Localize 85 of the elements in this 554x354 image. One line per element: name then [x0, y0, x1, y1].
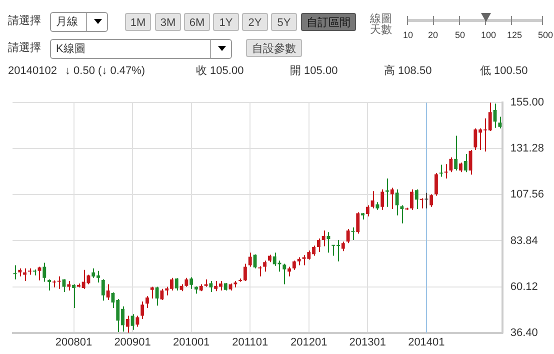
candlestick — [395, 188, 399, 216]
candlestick — [190, 276, 194, 290]
candlestick — [414, 188, 418, 210]
candlestick — [248, 252, 252, 268]
candlestick — [155, 286, 159, 306]
candlestick — [126, 315, 130, 334]
text: 收 105.00 — [196, 64, 244, 78]
text: 開 105.00 — [290, 64, 338, 78]
candlestick — [106, 284, 110, 300]
text: 自訂區間 — [301, 13, 356, 31]
text: 自設參數 — [246, 39, 302, 57]
candlestick — [136, 315, 140, 328]
text: 1M — [125, 13, 151, 31]
candlestick — [420, 198, 424, 209]
text: 低 100.50 — [480, 64, 528, 78]
candlestick — [263, 260, 267, 272]
candlestick — [174, 278, 178, 291]
text: 2Y — [242, 13, 268, 31]
candlestick — [292, 260, 296, 270]
text: 請選擇 — [8, 14, 41, 28]
candlestick — [42, 262, 46, 282]
text: 20 — [428, 29, 438, 42]
x-tick-label: 200901 — [114, 336, 151, 348]
candlestick — [130, 314, 134, 330]
text: 50 — [455, 29, 466, 42]
candlestick — [67, 280, 71, 291]
candlestick — [439, 164, 443, 178]
y-tick-label: 36.40 — [510, 326, 538, 339]
text: 10 — [403, 29, 414, 42]
candlestick — [400, 204, 404, 224]
text: ↓ 0.50 (↓ 0.47%) — [65, 64, 146, 78]
candlestick — [449, 156, 453, 173]
candlestick — [454, 135, 458, 172]
candlestick — [282, 263, 286, 285]
x-tick-label: 201401 — [408, 336, 445, 348]
candlestick — [380, 188, 384, 210]
text: 1Y — [213, 13, 239, 31]
candlestick — [464, 154, 468, 173]
text: 請選擇 — [8, 41, 41, 55]
candlestick — [146, 296, 149, 308]
text: 100 — [481, 29, 496, 42]
text: 高 108.50 — [384, 64, 432, 78]
candlestick — [459, 162, 462, 173]
candlestick — [316, 238, 320, 253]
candlestick — [288, 266, 292, 277]
candlestick — [322, 230, 326, 247]
y-tick-label: 60.12 — [510, 280, 538, 293]
candlestick — [370, 190, 374, 209]
y-tick-label: 83.84 — [510, 234, 538, 247]
candlestick — [390, 187, 394, 210]
candlestick — [48, 278, 51, 291]
x-tick-label: 200801 — [55, 336, 92, 348]
y-tick-label: 155.00 — [510, 96, 544, 109]
candlestick — [356, 212, 360, 234]
text: 6M — [184, 13, 210, 31]
x-tick-label: 201101 — [232, 336, 268, 348]
candlestick — [341, 241, 345, 252]
candlestick — [209, 280, 213, 293]
candlestick — [346, 228, 350, 244]
candlestick — [150, 286, 154, 299]
x-tick-label: 201201 — [290, 336, 328, 348]
candlestick — [140, 301, 144, 320]
y-tick-label: 107.56 — [510, 188, 544, 201]
candlestick — [366, 204, 370, 217]
text: 500 — [538, 29, 554, 42]
candlestick — [23, 268, 27, 282]
text: 線圖天數 — [370, 13, 393, 36]
text: K線圖 — [50, 39, 232, 59]
text: 125 — [507, 29, 522, 42]
candlestick — [498, 116, 502, 129]
x-tick-label: 201001 — [172, 336, 210, 348]
text: 20140102 — [8, 64, 57, 78]
candlestick — [430, 194, 434, 208]
candlestick — [258, 266, 262, 277]
candlestick — [101, 278, 105, 302]
candlestick — [434, 172, 438, 196]
candlestick — [160, 288, 164, 300]
candlestick — [72, 284, 76, 308]
candlestick — [424, 192, 428, 209]
text: 5Y — [271, 13, 297, 31]
x-tick-label: 201301 — [349, 336, 386, 348]
candlestick — [410, 188, 414, 210]
text: 月線 — [50, 12, 108, 32]
y-tick-label: 131.28 — [510, 142, 544, 155]
text: 3M — [155, 13, 181, 31]
